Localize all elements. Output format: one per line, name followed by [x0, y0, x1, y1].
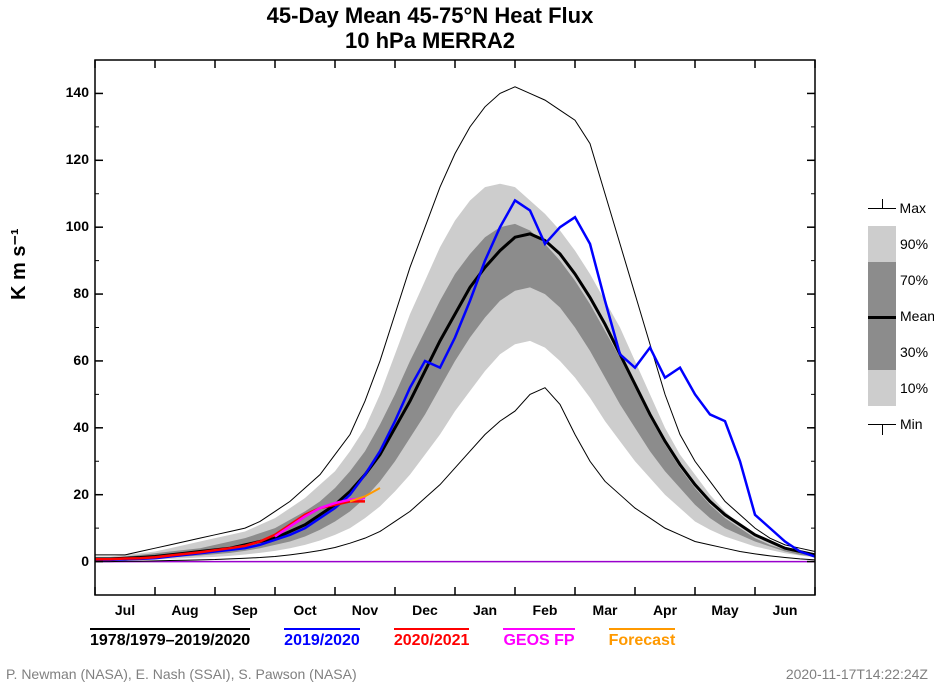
percentile-legend-item: 30% — [868, 334, 926, 370]
percentile-legend-item: Mean — [868, 298, 926, 334]
y-tick-label: 100 — [59, 218, 89, 234]
series-legend-item: GEOS FP — [503, 628, 574, 650]
percentile-legend-item: 70% — [868, 262, 926, 298]
y-tick-label: 0 — [59, 553, 89, 569]
x-axis-months: JulAugSepOctNovDecJanFebMarAprMayJun — [95, 602, 815, 618]
month-label: Jul — [95, 602, 155, 618]
series-legend-item: 2019/2020 — [284, 628, 360, 650]
y-tick-label: 20 — [59, 486, 89, 502]
month-label: Dec — [395, 602, 455, 618]
chart-plot — [0, 0, 934, 686]
month-label: Jan — [455, 602, 515, 618]
y-tick-label: 60 — [59, 352, 89, 368]
month-label: Nov — [335, 602, 395, 618]
y-tick-label: 40 — [59, 419, 89, 435]
month-label: Oct — [275, 602, 335, 618]
percentile-legend-item: Min — [868, 406, 926, 442]
month-label: Sep — [215, 602, 275, 618]
month-label: Aug — [155, 602, 215, 618]
percentile-legend: Max90%70%Mean30%10%Min — [868, 190, 926, 442]
series-legend-item: Forecast — [609, 628, 676, 650]
month-label: Apr — [635, 602, 695, 618]
series-legend-item: 2020/2021 — [394, 628, 470, 650]
series-legend: 1978/1979–2019/2020 2019/2020 2020/2021 GEO… — [90, 628, 830, 650]
credits-timestamp: 2020-11-17T14:22:24Z — [786, 666, 928, 682]
percentile-legend-item: 90% — [868, 226, 926, 262]
series-legend-item: 1978/1979–2019/2020 — [90, 628, 250, 650]
y-tick-label: 140 — [59, 84, 89, 100]
percentile-legend-item: 10% — [868, 370, 926, 406]
percentile-legend-item: Max — [868, 190, 926, 226]
month-label: Jun — [755, 602, 815, 618]
credits-authors: P. Newman (NASA), E. Nash (SSAI), S. Paw… — [6, 666, 357, 682]
y-tick-label: 120 — [59, 151, 89, 167]
month-label: Mar — [575, 602, 635, 618]
month-label: Feb — [515, 602, 575, 618]
y-tick-label: 80 — [59, 285, 89, 301]
figure-container: 45-Day Mean 45-75°N Heat Flux 10 hPa MER… — [0, 0, 934, 686]
month-label: May — [695, 602, 755, 618]
